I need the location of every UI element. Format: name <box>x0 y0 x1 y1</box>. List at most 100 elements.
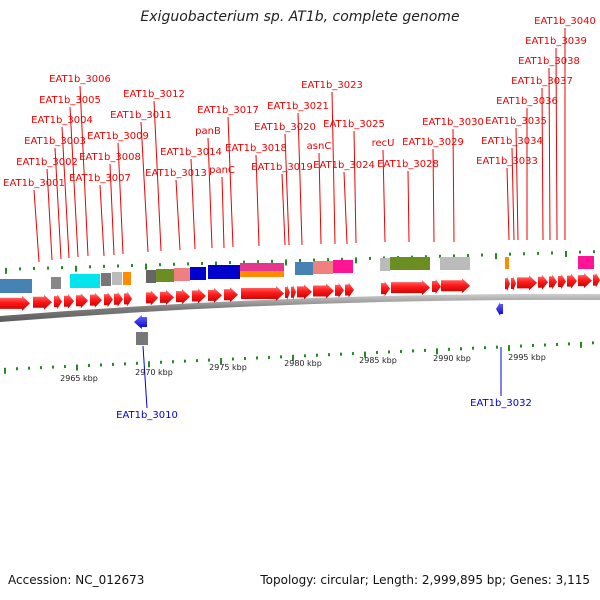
forward-gene-arrow[interactable] <box>558 274 566 290</box>
feature-box[interactable] <box>440 257 470 270</box>
forward-gene-arrow[interactable] <box>33 294 52 310</box>
forward-gene-label[interactable]: EAT1b_3040 <box>534 16 596 27</box>
forward-gene-arrow[interactable] <box>114 291 123 307</box>
feature-box[interactable] <box>240 271 284 277</box>
feature-box[interactable] <box>190 267 206 280</box>
forward-gene-arrow[interactable] <box>505 276 510 292</box>
forward-gene-arrow[interactable] <box>391 280 430 296</box>
forward-gene-arrow[interactable] <box>285 285 290 300</box>
forward-gene-label[interactable]: EAT1b_3019 <box>251 162 313 173</box>
feature-box[interactable] <box>101 273 111 286</box>
forward-gene-arrow[interactable] <box>224 287 238 303</box>
forward-gene-label[interactable]: EAT1b_3024 <box>313 160 375 171</box>
forward-gene-arrow[interactable] <box>549 274 557 290</box>
forward-gene-label[interactable]: EAT1b_3018 <box>225 143 287 154</box>
forward-gene-label[interactable]: EAT1b_3001 <box>3 178 65 189</box>
feature-box[interactable] <box>390 257 430 270</box>
forward-gene-label[interactable]: EAT1b_3036 <box>496 96 558 107</box>
forward-gene-label[interactable]: EAT1b_3037 <box>511 76 573 87</box>
forward-gene-arrow[interactable] <box>511 275 516 291</box>
forward-gene-label[interactable]: EAT1b_3039 <box>525 36 587 47</box>
forward-gene-label[interactable]: EAT1b_3034 <box>481 136 543 147</box>
feature-box[interactable] <box>208 265 240 279</box>
feature-box[interactable] <box>156 269 174 282</box>
reverse-gene-arrow[interactable] <box>496 302 503 316</box>
forward-gene-arrow[interactable] <box>517 275 537 291</box>
gene-label-line <box>61 126 70 259</box>
forward-gene-label[interactable]: panB <box>195 126 221 137</box>
forward-gene-arrow[interactable] <box>146 290 158 306</box>
forward-gene-arrow[interactable] <box>538 274 548 290</box>
forward-gene-arrow[interactable] <box>104 292 113 308</box>
forward-gene-arrow[interactable] <box>432 279 441 295</box>
forward-gene-arrow[interactable] <box>313 283 334 299</box>
feature-box[interactable] <box>380 258 390 271</box>
forward-gene-arrow[interactable] <box>335 282 344 298</box>
forward-gene-label[interactable]: EAT1b_3025 <box>323 119 385 130</box>
feature-box[interactable] <box>0 279 32 293</box>
forward-gene-arrow[interactable] <box>291 284 296 300</box>
gene-label-line <box>190 158 196 250</box>
forward-gene-label[interactable]: EAT1b_3035 <box>485 116 547 127</box>
forward-gene-label[interactable]: EAT1b_3007 <box>69 173 131 184</box>
feature-box[interactable] <box>313 261 333 274</box>
forward-gene-label[interactable]: EAT1b_3017 <box>197 105 259 116</box>
feature-box[interactable] <box>136 332 148 345</box>
forward-gene-label[interactable]: EAT1b_3038 <box>518 56 580 67</box>
feature-box[interactable] <box>70 274 100 288</box>
forward-gene-arrow[interactable] <box>90 292 102 308</box>
forward-gene-label[interactable]: EAT1b_3004 <box>31 115 93 126</box>
forward-gene-label[interactable]: EAT1b_3006 <box>49 74 111 85</box>
forward-gene-label[interactable]: EAT1b_3030 <box>422 117 484 128</box>
forward-gene-arrow[interactable] <box>54 294 62 310</box>
feature-box[interactable] <box>174 268 190 281</box>
forward-gene-label[interactable]: EAT1b_3021 <box>267 101 329 112</box>
forward-gene-label[interactable]: EAT1b_3008 <box>79 152 141 163</box>
forward-gene-label[interactable]: EAT1b_3003 <box>24 136 86 147</box>
forward-gene-label[interactable]: panC <box>209 165 235 176</box>
forward-gene-label[interactable]: EAT1b_3028 <box>377 159 439 170</box>
feature-box[interactable] <box>146 270 156 283</box>
forward-gene-label[interactable]: EAT1b_3013 <box>145 168 207 179</box>
feature-box[interactable] <box>123 272 131 285</box>
forward-gene-arrow[interactable] <box>208 287 222 303</box>
forward-gene-arrow[interactable] <box>241 286 284 301</box>
forward-gene-label[interactable]: EAT1b_3029 <box>402 137 464 148</box>
forward-gene-arrow[interactable] <box>297 284 312 300</box>
forward-gene-arrow[interactable] <box>176 289 190 305</box>
feature-box[interactable] <box>240 263 284 271</box>
feature-box[interactable] <box>333 260 353 273</box>
forward-gene-arrow[interactable] <box>441 278 470 294</box>
forward-gene-label[interactable]: EAT1b_3014 <box>160 147 222 158</box>
forward-gene-arrow[interactable] <box>64 293 74 309</box>
feature-box[interactable] <box>505 257 509 269</box>
forward-gene-arrow[interactable] <box>0 295 30 311</box>
forward-gene-label[interactable]: EAT1b_3011 <box>110 110 172 121</box>
forward-gene-arrow[interactable] <box>381 281 390 297</box>
feature-box[interactable] <box>578 256 594 269</box>
forward-gene-label[interactable]: EAT1b_3012 <box>123 89 185 100</box>
forward-gene-label[interactable]: EAT1b_3005 <box>39 95 101 106</box>
forward-gene-arrow[interactable] <box>76 293 88 309</box>
feature-box[interactable] <box>51 277 61 289</box>
forward-gene-label[interactable]: recU <box>372 138 395 149</box>
feature-box[interactable] <box>112 272 122 285</box>
forward-gene-label[interactable]: EAT1b_3020 <box>254 122 316 133</box>
reverse-gene-label[interactable]: EAT1b_3010 <box>116 410 178 421</box>
forward-gene-label[interactable]: asnC <box>307 141 332 152</box>
forward-gene-arrow[interactable] <box>192 288 206 304</box>
reverse-gene-arrow[interactable] <box>134 315 147 329</box>
forward-gene-arrow[interactable] <box>124 291 132 307</box>
forward-gene-label[interactable]: EAT1b_3002 <box>16 157 78 168</box>
forward-gene-arrow[interactable] <box>345 282 354 298</box>
forward-gene-arrow[interactable] <box>160 289 174 305</box>
forward-gene-label[interactable]: EAT1b_3033 <box>476 156 538 167</box>
forward-gene-label[interactable]: EAT1b_3023 <box>301 80 363 91</box>
forward-gene-arrow[interactable] <box>578 273 592 289</box>
forward-gene-arrow[interactable] <box>567 273 577 289</box>
gene-label-line <box>555 47 558 241</box>
forward-gene-label[interactable]: EAT1b_3009 <box>87 131 149 142</box>
reverse-gene-label[interactable]: EAT1b_3032 <box>470 398 532 409</box>
feature-box[interactable] <box>295 262 313 275</box>
forward-gene-arrow[interactable] <box>593 272 600 288</box>
